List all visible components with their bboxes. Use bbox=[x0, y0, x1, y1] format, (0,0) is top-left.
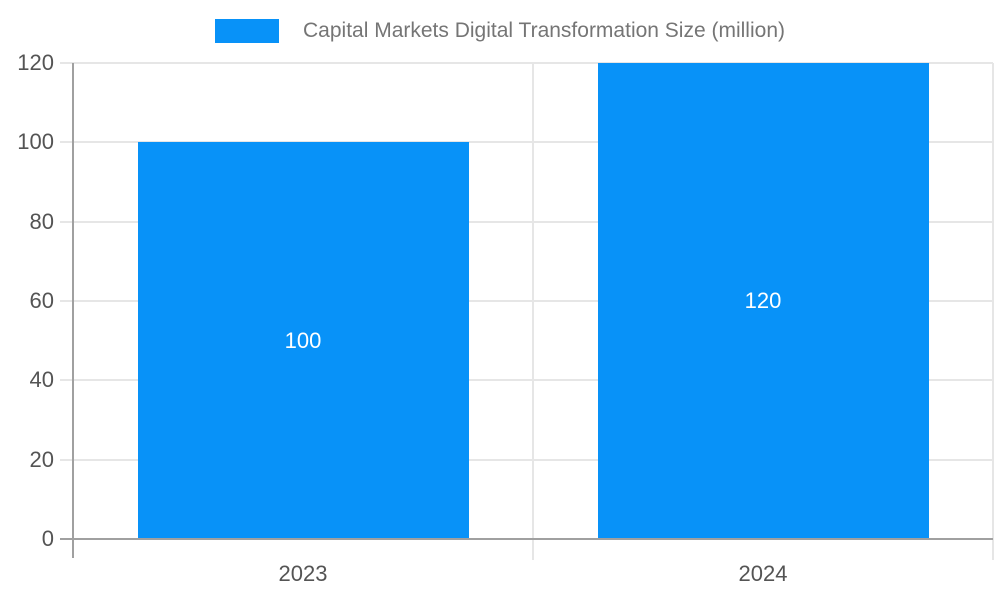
y-axis-label: 120 bbox=[17, 50, 54, 75]
y-gridline bbox=[60, 220, 993, 223]
legend[interactable]: Capital Markets Digital Transformation S… bbox=[0, 14, 1000, 48]
y-axis-label: 100 bbox=[17, 129, 54, 155]
bar-value-label: 100 bbox=[284, 328, 322, 353]
x-axis-label: 2024 bbox=[738, 561, 788, 586]
y-axis-label: 80 bbox=[29, 208, 54, 234]
category-boundary-gridline bbox=[992, 63, 994, 560]
y-axis-label: 0 bbox=[41, 526, 54, 551]
x-axis-line bbox=[60, 538, 993, 540]
category-boundary-gridline bbox=[532, 63, 534, 560]
y-gridline bbox=[60, 300, 993, 302]
y-gridline bbox=[60, 62, 993, 64]
legend-label: Capital Markets Digital Transformation S… bbox=[303, 19, 785, 42]
x-axis-label: 2023 bbox=[278, 561, 328, 586]
bar-2024[interactable] bbox=[598, 63, 929, 539]
bar-2023[interactable] bbox=[138, 142, 469, 539]
y-axis-label: 60 bbox=[29, 288, 54, 313]
y-gridline bbox=[60, 379, 993, 382]
legend-swatch bbox=[215, 19, 279, 43]
y-axis-label: 20 bbox=[29, 446, 54, 472]
y-axis-line bbox=[72, 63, 74, 558]
y-gridline bbox=[60, 458, 993, 461]
y-gridline bbox=[60, 141, 993, 144]
y-axis-label: 40 bbox=[29, 367, 54, 393]
bar-value-label: 120 bbox=[744, 288, 782, 313]
